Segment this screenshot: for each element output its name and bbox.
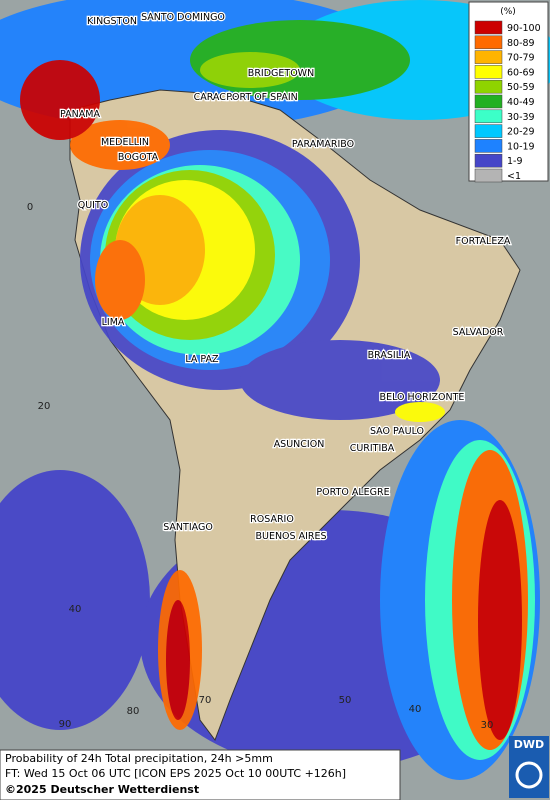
grid-label: 90 <box>59 719 72 730</box>
city-label: PARAMARIBO <box>292 139 354 150</box>
city-label: SAO PAULO <box>370 426 424 437</box>
land-precip <box>20 60 445 730</box>
legend-swatch <box>474 124 503 138</box>
logo-icon <box>515 761 543 789</box>
city-label: BELO HORIZONTE <box>380 392 465 403</box>
city-label: PORT OF SPAIN <box>226 92 297 103</box>
legend-swatch <box>474 168 503 183</box>
grid-label: 30 <box>481 720 494 731</box>
legend-swatch <box>474 20 503 35</box>
legend-label: 1-9 <box>507 156 523 167</box>
city-label: PANAMA <box>60 109 100 120</box>
labels: KINGSTON SANTO DOMINGOBRIDGETOWNCARACASPO… <box>27 11 512 731</box>
city-label: LIMA <box>102 317 125 328</box>
city-label: MEDELLIN <box>101 137 149 148</box>
legend-items: 90-100 80-89 70-79 60-69 50-59 40-49 30-39 20-2… <box>474 20 541 183</box>
city-label: BUENOS AIRES <box>255 531 326 542</box>
footer-box <box>0 749 401 800</box>
city-label: CARACAS <box>194 92 239 103</box>
city-label: ASUNCION <box>274 439 325 450</box>
city-label: BRASILIA <box>368 350 411 361</box>
footer-line: FT: Wed 15 Oct 06 UTC [ICON EPS 2025 Oct… <box>5 767 346 780</box>
legend-swatch <box>474 65 503 79</box>
legend-swatch <box>474 79 503 94</box>
grid-label: 70 <box>199 695 212 706</box>
legend-label: 30-39 <box>507 112 535 123</box>
grid-label: 20 <box>38 401 51 412</box>
legend-label: 80-89 <box>507 38 535 49</box>
footer-line: Probability of 24h Total precipitation, … <box>5 752 273 765</box>
legend-label: 70-79 <box>507 53 535 64</box>
legend-label: 90-100 <box>507 23 541 34</box>
legend-label: 10-19 <box>507 141 535 152</box>
city-label: SANTIAGO <box>163 522 213 533</box>
legend-swatch <box>474 35 503 50</box>
city-label: PORTO ALEGRE <box>316 487 389 498</box>
legend-label: <1 <box>507 171 521 182</box>
city-label: QUITO <box>78 200 109 211</box>
city-label: FORTALEZA <box>456 236 511 247</box>
city-label: LA PAZ <box>185 354 219 365</box>
legend-label: 20-29 <box>507 127 535 138</box>
city-label: KINGSTON <box>87 16 137 27</box>
city-label: BRIDGETOWN <box>248 68 314 79</box>
city-label: SALVADOR <box>453 327 504 338</box>
legend-title: (%) <box>500 7 516 17</box>
grid-label: 80 <box>127 706 140 717</box>
city-label: ROSARIO <box>250 514 294 525</box>
legend-swatch <box>474 139 503 153</box>
grid-label: 40 <box>409 704 422 715</box>
city-label: BOGOTA <box>118 152 159 163</box>
legend-label: 50-59 <box>507 82 535 93</box>
grid-label: 40 <box>69 604 82 615</box>
grid-label: 0 <box>27 202 33 213</box>
copyright: ©2025 Deutscher Wetterdienst <box>5 783 199 796</box>
city-label: CURITIBA <box>350 443 395 454</box>
grid-label: 50 <box>339 695 352 706</box>
legend-swatch <box>474 109 503 124</box>
legend-swatch <box>474 50 503 64</box>
city-label: SANTO DOMINGO <box>141 12 225 23</box>
legend-swatch <box>474 153 503 168</box>
legend-swatch <box>474 94 503 109</box>
precip-field <box>0 0 550 780</box>
legend: (%) 90-100 80-89 70-79 60-69 50-59 40-49 30-39… <box>468 1 549 183</box>
logo: DWD <box>514 738 544 751</box>
legend-label: 40-49 <box>507 97 535 108</box>
legend-label: 60-69 <box>507 67 535 78</box>
